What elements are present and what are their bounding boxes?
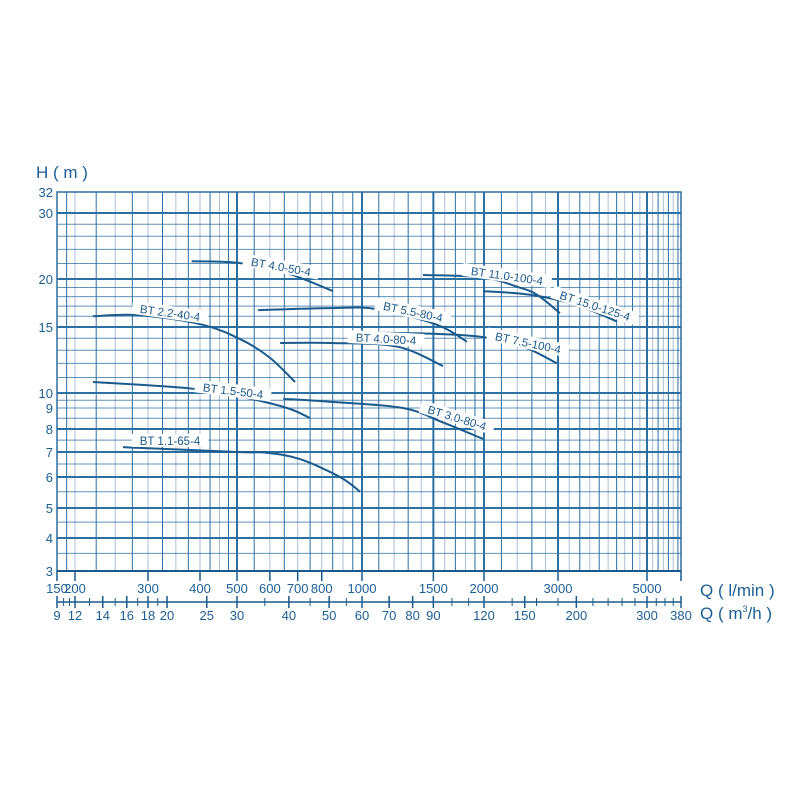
curve-label-background	[131, 300, 209, 325]
x2-tick-label: 18	[141, 608, 155, 623]
x2-tick-label: 150	[514, 608, 536, 623]
x2-tick-label: 90	[426, 608, 440, 623]
x2-tick-label: 25	[200, 608, 214, 623]
curve-label: BT 5.5-80-4	[382, 301, 444, 325]
x2-tick-label: 30	[230, 608, 244, 623]
curve-label-background	[131, 434, 209, 447]
grid	[56, 191, 682, 572]
x2-tick-label: 9	[53, 608, 60, 623]
curve-label-group: BT 4.0-80-4	[347, 330, 425, 348]
x2-tick-label: 14	[96, 608, 110, 623]
x2-tick-label: 200	[566, 608, 588, 623]
curve-label-group: BT 1.5-50-4	[194, 379, 272, 402]
x-axis-title: Q ( l/min )	[700, 581, 775, 600]
x-tick-label: 1500	[419, 581, 448, 596]
x2-tick-label: 120	[473, 608, 495, 623]
x2-tick-label: 80	[405, 608, 419, 623]
x-tick-label: 2000	[470, 581, 499, 596]
y-tick-label: 7	[46, 445, 53, 460]
curve-label-background	[194, 379, 272, 402]
x-tick-label: 700	[287, 581, 309, 596]
curve-label-group: BT 2.2-40-4	[131, 300, 209, 325]
x-tick-label: 5000	[633, 581, 662, 596]
x2-tick-label: 70	[382, 608, 396, 623]
x2-title-prefix: Q ( m	[700, 604, 743, 623]
curve-label-group: BT 5.5-80-4	[374, 297, 452, 326]
curve-label: BT 7.5-100-4	[494, 331, 563, 357]
curve-label-group: BT 1.1-65-4	[131, 434, 209, 448]
curve-bt-3-0-80-4	[283, 397, 484, 440]
curve-label: BT 1.1-65-4	[140, 436, 201, 448]
x2-tick-label: 300	[636, 608, 658, 623]
x2-title-sup: 3	[743, 604, 748, 614]
x2-tick-label: 16	[120, 608, 134, 623]
y-tick-label: 30	[39, 206, 53, 221]
curve-label-background	[418, 400, 496, 435]
y-tick-label: 8	[46, 422, 53, 437]
y-tick-label: 15	[39, 320, 53, 335]
curve-label-background	[461, 262, 553, 289]
x2-tick-label: 20	[160, 608, 174, 623]
curve-bt-15-0-125-4	[483, 290, 618, 323]
x-tick-label: 200	[64, 581, 86, 596]
x-tick-label: 600	[259, 581, 281, 596]
y-tick-label: 3	[46, 564, 53, 579]
y-tick-label: 32	[39, 185, 53, 200]
x-tick-label: 300	[137, 581, 159, 596]
y-tick-label: 4	[46, 531, 53, 546]
x-tick-label: 500	[226, 581, 248, 596]
x2-tick-label: 60	[355, 608, 369, 623]
x-tick-label: 1000	[348, 581, 377, 596]
curve-label: BT 4.0-80-4	[355, 332, 417, 347]
curve-label: BT 1.5-50-4	[202, 382, 264, 401]
y-tick-label: 20	[39, 272, 53, 287]
x2-tick-label: 12	[68, 608, 82, 623]
curve-label-background	[374, 297, 452, 326]
x2-axis-title: Q ( m3/h )	[700, 604, 772, 623]
x-tick-label: 800	[311, 581, 333, 596]
curve-label-background	[242, 253, 320, 280]
x2-title-suffix: /h )	[748, 604, 773, 623]
curve-bt-1-1-65-4	[122, 446, 361, 493]
y-axis-title: H ( m )	[36, 163, 88, 182]
curve-bt-7-5-100-4	[367, 331, 558, 365]
y-tick-label: 10	[39, 386, 53, 401]
curve-label-background	[486, 327, 571, 358]
x-tick-label: 3000	[544, 581, 573, 596]
x-tick-label: 150	[46, 581, 68, 596]
x2-tick-label: 40	[282, 608, 296, 623]
x-tick-label: 400	[189, 581, 211, 596]
y-tick-label: 5	[46, 501, 53, 516]
curve-label-background	[347, 330, 425, 347]
x2-tick-label: 50	[322, 608, 336, 623]
y-tick-label: 6	[46, 470, 53, 485]
curve-bt-2-2-40-4	[92, 313, 296, 383]
y-tick-label: 9	[46, 401, 53, 416]
curves	[92, 260, 618, 493]
x2-tick-label: 380	[670, 608, 692, 623]
curve-label-background	[550, 285, 640, 326]
